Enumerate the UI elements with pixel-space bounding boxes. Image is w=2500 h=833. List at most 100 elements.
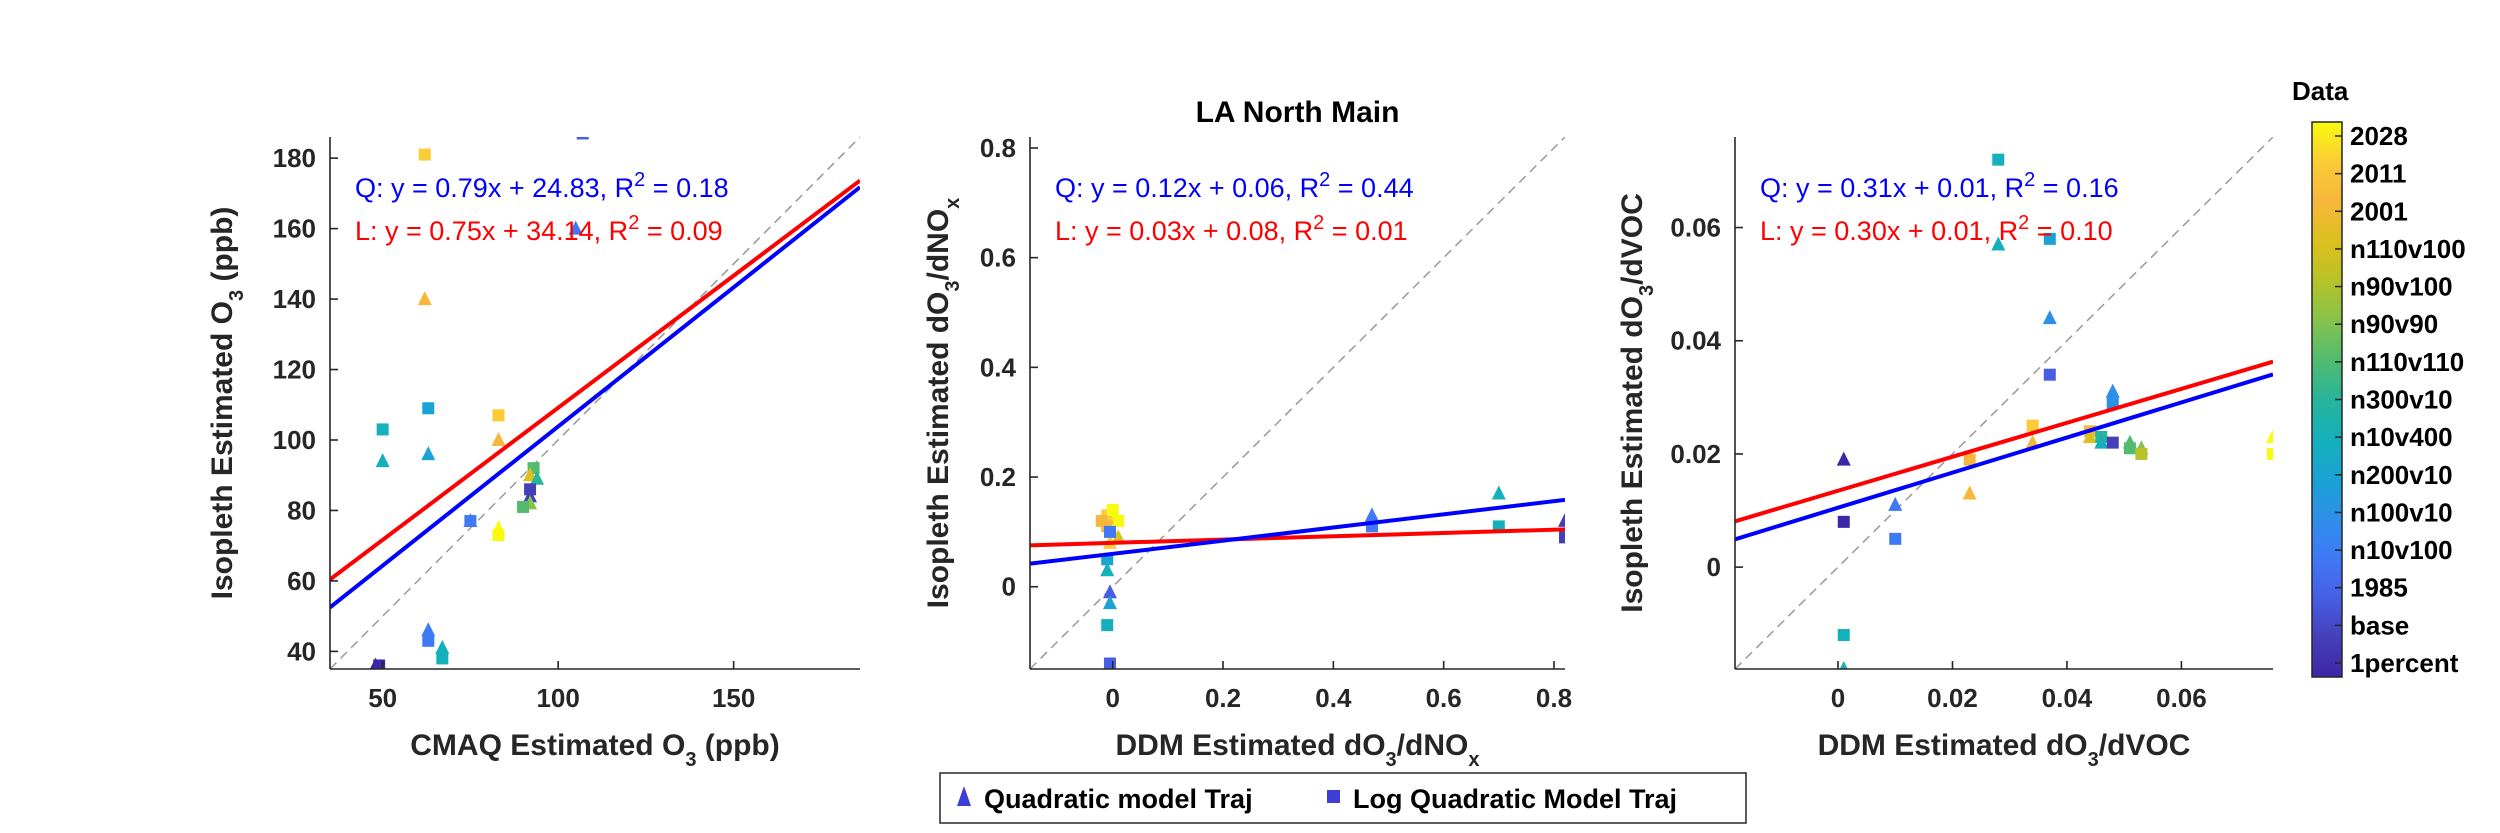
x-tick-label: 0.8 bbox=[1536, 683, 1572, 713]
square-point bbox=[376, 423, 389, 436]
x-axis-label-part: DDM Estimated dO bbox=[1116, 729, 1386, 762]
x-axis-label-part: DDM Estimated dO bbox=[1818, 729, 2088, 762]
subplot-2: 0 0.2 0.4 0.6 0.8 0 0.2 0.4 0.6 0.8 Q: y = 0.12x +… bbox=[922, 96, 1572, 771]
y-tick-label: 0.2 bbox=[980, 462, 1016, 492]
triangle-point bbox=[491, 431, 506, 446]
q-fit-equation-part: 2 bbox=[2024, 169, 2035, 191]
l-fit-equation-part: 2 bbox=[1313, 212, 1324, 234]
l-fit-equation-part: = 0.09 bbox=[639, 216, 722, 246]
l-fit-equation-part: 2 bbox=[2018, 212, 2029, 234]
x-axis-label-part: x bbox=[1468, 749, 1479, 771]
l-fit-equation-part: L: y = 0.75x + 34.14, R bbox=[355, 216, 628, 246]
y-tick-label: 80 bbox=[287, 495, 316, 525]
plot-area bbox=[1030, 137, 1565, 669]
plot-area bbox=[330, 137, 860, 669]
l-fit-equation-part: = 0.10 bbox=[2029, 216, 2112, 246]
plot-area bbox=[1735, 137, 2273, 669]
y-tick-label: 160 bbox=[273, 214, 316, 244]
x-axis-label-part: 3 bbox=[685, 749, 696, 771]
triangle-point bbox=[435, 639, 450, 654]
one-to-one-line bbox=[1735, 137, 2273, 669]
square-point bbox=[492, 409, 505, 422]
l-fit-equation-part: L: y = 0.30x + 0.01, R bbox=[1760, 216, 2018, 246]
y-tick-label: 140 bbox=[273, 284, 316, 314]
square-point bbox=[1992, 153, 2005, 166]
square-point bbox=[1837, 629, 1850, 642]
y-axis-label: Isopleth Estimated dO3/dNOx bbox=[922, 198, 964, 609]
x-axis-label: DDM Estimated dO3/dNOx bbox=[1116, 729, 1480, 771]
y-axis-label-part: 3 bbox=[226, 290, 248, 301]
q-fit-equation-part: Q: y = 0.12x + 0.06, R bbox=[1055, 173, 1319, 203]
colorbar-label: n300v10 bbox=[2350, 385, 2453, 415]
l-fit-equation: L: y = 0.03x + 0.08, R2 = 0.01 bbox=[1055, 212, 1408, 246]
q-fit-equation: Q: y = 0.31x + 0.01, R2 = 0.16 bbox=[1760, 169, 2119, 203]
legend-box bbox=[939, 772, 1747, 824]
colorbar-label: n110v110 bbox=[2350, 347, 2464, 377]
l-fit-equation: L: y = 0.30x + 0.01, R2 = 0.10 bbox=[1760, 212, 2113, 246]
legend-item-log-quadratic: Log Quadratic Model Traj bbox=[1353, 784, 1677, 814]
triangle-point bbox=[1836, 451, 1851, 466]
triangle-point bbox=[1111, 529, 1126, 544]
q-fit-equation-part: = 0.44 bbox=[1330, 173, 1413, 203]
y-tick-label: 0.02 bbox=[1670, 439, 1721, 469]
x-tick-label: 0 bbox=[1105, 683, 1119, 713]
q-fit-equation: Q: y = 0.12x + 0.06, R2 = 0.44 bbox=[1055, 169, 1414, 203]
square-point bbox=[2135, 447, 2148, 460]
q-fit-equation-part: 2 bbox=[1319, 169, 1330, 191]
l-fit-equation: L: y = 0.75x + 34.14, R2 = 0.09 bbox=[355, 212, 723, 246]
colorbar-label: n10v400 bbox=[2350, 422, 2453, 452]
l-fit-equation-part: 2 bbox=[628, 212, 639, 234]
x-axis-label: DDM Estimated dO3/dVOC bbox=[1818, 729, 2191, 771]
one-to-one-line bbox=[330, 137, 860, 669]
colorbar-label: n110v100 bbox=[2350, 234, 2466, 264]
linear-fit-line bbox=[1030, 527, 1565, 548]
triangle-point bbox=[1102, 584, 1117, 599]
triangle-point bbox=[523, 467, 538, 482]
colorbar-label: n90v90 bbox=[2350, 309, 2438, 339]
triangle-point bbox=[417, 291, 432, 306]
square-point bbox=[373, 659, 386, 669]
square-point bbox=[1837, 515, 1850, 528]
y-tick-label: 120 bbox=[273, 355, 316, 385]
linear-fit-line bbox=[1735, 359, 2273, 524]
l-fit-equation-part: = 0.01 bbox=[1324, 216, 1407, 246]
y-tick-label: 0.4 bbox=[980, 352, 1017, 382]
y-tick-label: 0.06 bbox=[1670, 213, 1721, 243]
colorbar-label: 1985 bbox=[2350, 573, 2408, 603]
triangle-point bbox=[2082, 428, 2097, 443]
square-point bbox=[2043, 368, 2056, 381]
y-axis-label-part: (ppb) bbox=[206, 207, 239, 290]
y-axis-label-part: 3 bbox=[1636, 285, 1658, 296]
triangle-point bbox=[568, 220, 583, 235]
square-point bbox=[2026, 419, 2039, 432]
x-tick-label: 0.04 bbox=[2042, 683, 2093, 713]
y-tick-label: 60 bbox=[287, 566, 316, 596]
x-tick-label: 150 bbox=[712, 683, 755, 713]
colorbar-label: 1percent bbox=[2350, 648, 2459, 678]
x-axis-label: CMAQ Estimated O3 (ppb) bbox=[410, 729, 779, 771]
triangle-point bbox=[1839, 661, 1848, 669]
square-point bbox=[1103, 525, 1116, 538]
q-fit-equation-part: = 0.18 bbox=[645, 173, 728, 203]
x-tick-label: 0.06 bbox=[2156, 683, 2207, 713]
triangle-point bbox=[1991, 236, 2006, 251]
x-axis-label-part: /dNO bbox=[1397, 729, 1469, 762]
square-point bbox=[1106, 503, 1119, 516]
subplot-3: 0 0.02 0.04 0.06 0 0.02 0.04 0.06 Q: y = 0.31x +… bbox=[1616, 137, 2273, 771]
y-axis-label: Isopleth Estimated dO3/dVOC bbox=[1616, 193, 1658, 613]
triangle-point bbox=[523, 488, 538, 503]
y-axis-label-part: 3 bbox=[942, 280, 964, 291]
colorbar-label: base bbox=[2350, 610, 2409, 640]
y-tick-label: 40 bbox=[287, 636, 316, 666]
colorbar-label: n10v100 bbox=[2350, 535, 2453, 565]
triangle-point bbox=[1102, 595, 1117, 610]
q-fit-equation-part: Q: y = 0.79x + 24.83, R bbox=[355, 173, 634, 203]
quadratic-fit-line bbox=[1030, 497, 1565, 566]
triangle-point bbox=[2105, 383, 2120, 398]
triangle-point bbox=[421, 622, 436, 637]
colorbar-label: 2028 bbox=[2350, 121, 2408, 151]
legend-item-quadratic: Quadratic model Traj bbox=[984, 784, 1253, 814]
colorbar-label: 2001 bbox=[2350, 196, 2408, 226]
triangle-point bbox=[1491, 485, 1506, 500]
